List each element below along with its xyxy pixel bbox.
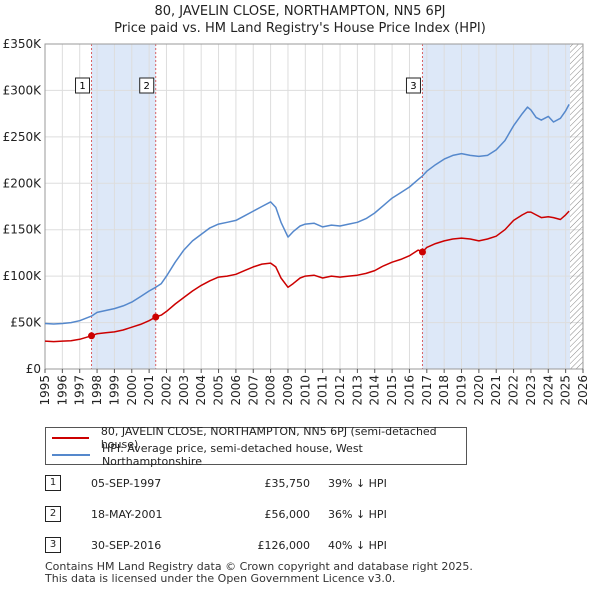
x-tick-label: 1997 [73,375,87,406]
table-row: 2 18-MAY-2001 £56,000 36% ↓ HPI [45,506,445,524]
sale-marker-label: 3 [410,81,416,92]
transaction-price: £126,000 [257,539,311,552]
transaction-number: 3 [45,537,61,553]
sale-marker-box [405,77,421,94]
x-tick-label: 2012 [333,375,347,406]
table-row: 3 30-SEP-2016 £126,000 40% ↓ HPI [45,537,445,555]
sale-point [88,332,96,340]
y-tick-label: £150K [3,223,43,237]
transaction-hpi: 40% ↓ HPI [328,539,387,552]
footer-licence: This data is licensed under the Open Gov… [45,572,396,585]
legend-label-property: 80, JAVELIN CLOSE, NORTHAMPTON, NN5 6PJ … [100,425,437,451]
x-tick-label: 2017 [420,375,434,406]
x-tick-label: 2000 [125,375,139,406]
x-tick-label: 2018 [437,375,451,406]
x-tick-label: 2001 [142,375,156,406]
legend: 80, JAVELIN CLOSE, NORTHAMPTON, NN5 6PJ … [45,425,467,468]
x-tick-label: 2006 [229,375,243,406]
legend-label-hpi: HPI: Average price, semi-detached house,… [101,442,363,468]
x-tick-label: 2002 [159,375,173,406]
x-tick-label: 2004 [194,375,208,406]
x-tick-label: 2019 [455,375,469,406]
legend-swatch-property [52,437,89,439]
x-tick-label: 2021 [489,375,503,406]
transaction-number: 2 [45,506,61,522]
chart-subtitle: Price paid vs. HM Land Registry's House … [114,21,486,36]
y-tick-label: £350K [3,37,43,51]
y-tick-label: £100K [3,269,43,283]
legend-item-hpi: HPI: Average price, semi-detached house,… [52,442,466,468]
transaction-price: £35,750 [264,477,311,490]
x-tick-label: 2015 [385,375,399,406]
legend-item-property: 80, JAVELIN CLOSE, NORTHAMPTON, NN5 6PJ … [52,425,466,451]
transaction-hpi: 36% ↓ HPI [328,508,387,521]
y-tick-label: £0 [26,362,41,376]
sale-marker-label: 2 [144,81,150,92]
x-tick-label: 2003 [177,375,191,406]
plot-frame [44,43,584,370]
x-tick-label: 1995 [38,375,52,406]
x-tick-label: 2007 [246,375,260,406]
x-tick-label: 2024 [541,375,555,406]
x-tick-label: 2010 [298,375,312,406]
chart-title: 80, JAVELIN CLOSE, NORTHAMPTON, NN5 6PJ [154,4,446,19]
y-tick-label: £50K [10,316,42,330]
transaction-date: 30-SEP-2016 [91,539,162,552]
x-tick-label: 2016 [402,375,416,406]
table-row: 1 05-SEP-1997 £35,750 39% ↓ HPI [45,475,445,493]
transaction-date: 18-MAY-2001 [91,508,163,521]
x-tick-label: 2023 [524,375,538,406]
series-line-property [44,210,570,343]
x-tick-label: 2005 [212,375,226,406]
y-tick-label: £300K [3,83,43,97]
footer: Contains HM Land Registry data © Crown c… [45,561,473,585]
sale-marker-box [139,77,155,94]
transaction-date: 05-SEP-1997 [91,477,162,490]
x-tick-label: 2022 [507,375,521,406]
legend-swatch-hpi [52,454,90,456]
transaction-number: 1 [45,475,61,491]
x-tick-label: 2013 [350,375,364,406]
x-tick-label: 1998 [90,375,104,406]
y-tick-label: £250K [3,130,43,144]
x-tick-label: 2009 [281,375,295,406]
x-tick-label: 1996 [55,375,69,406]
x-tick-label: 1999 [107,375,121,406]
transaction-price: £56,000 [264,508,311,521]
transaction-hpi: 39% ↓ HPI [328,477,387,490]
footer-copyright: Contains HM Land Registry data © Crown c… [45,560,473,573]
ownership-shade [91,44,156,369]
price-chart: £0 £50K £100K £150K £200K £250K £300K £350K 1995… [3,37,590,406]
y-tick-label: £200K [3,176,43,190]
sale-marker-label: 1 [79,81,85,92]
sale-point [152,313,160,321]
series-line-hpi [44,104,570,325]
x-tick-label: 2026 [576,375,590,406]
future-hatch [569,44,583,369]
x-tick-label: 2025 [559,375,573,406]
x-tick-label: 2008 [264,375,278,406]
x-tick-label: 2014 [368,375,382,406]
sale-point [418,248,426,256]
x-tick-label: 2011 [316,375,330,406]
sale-marker-box [75,77,91,94]
x-tick-label: 2020 [472,375,486,406]
